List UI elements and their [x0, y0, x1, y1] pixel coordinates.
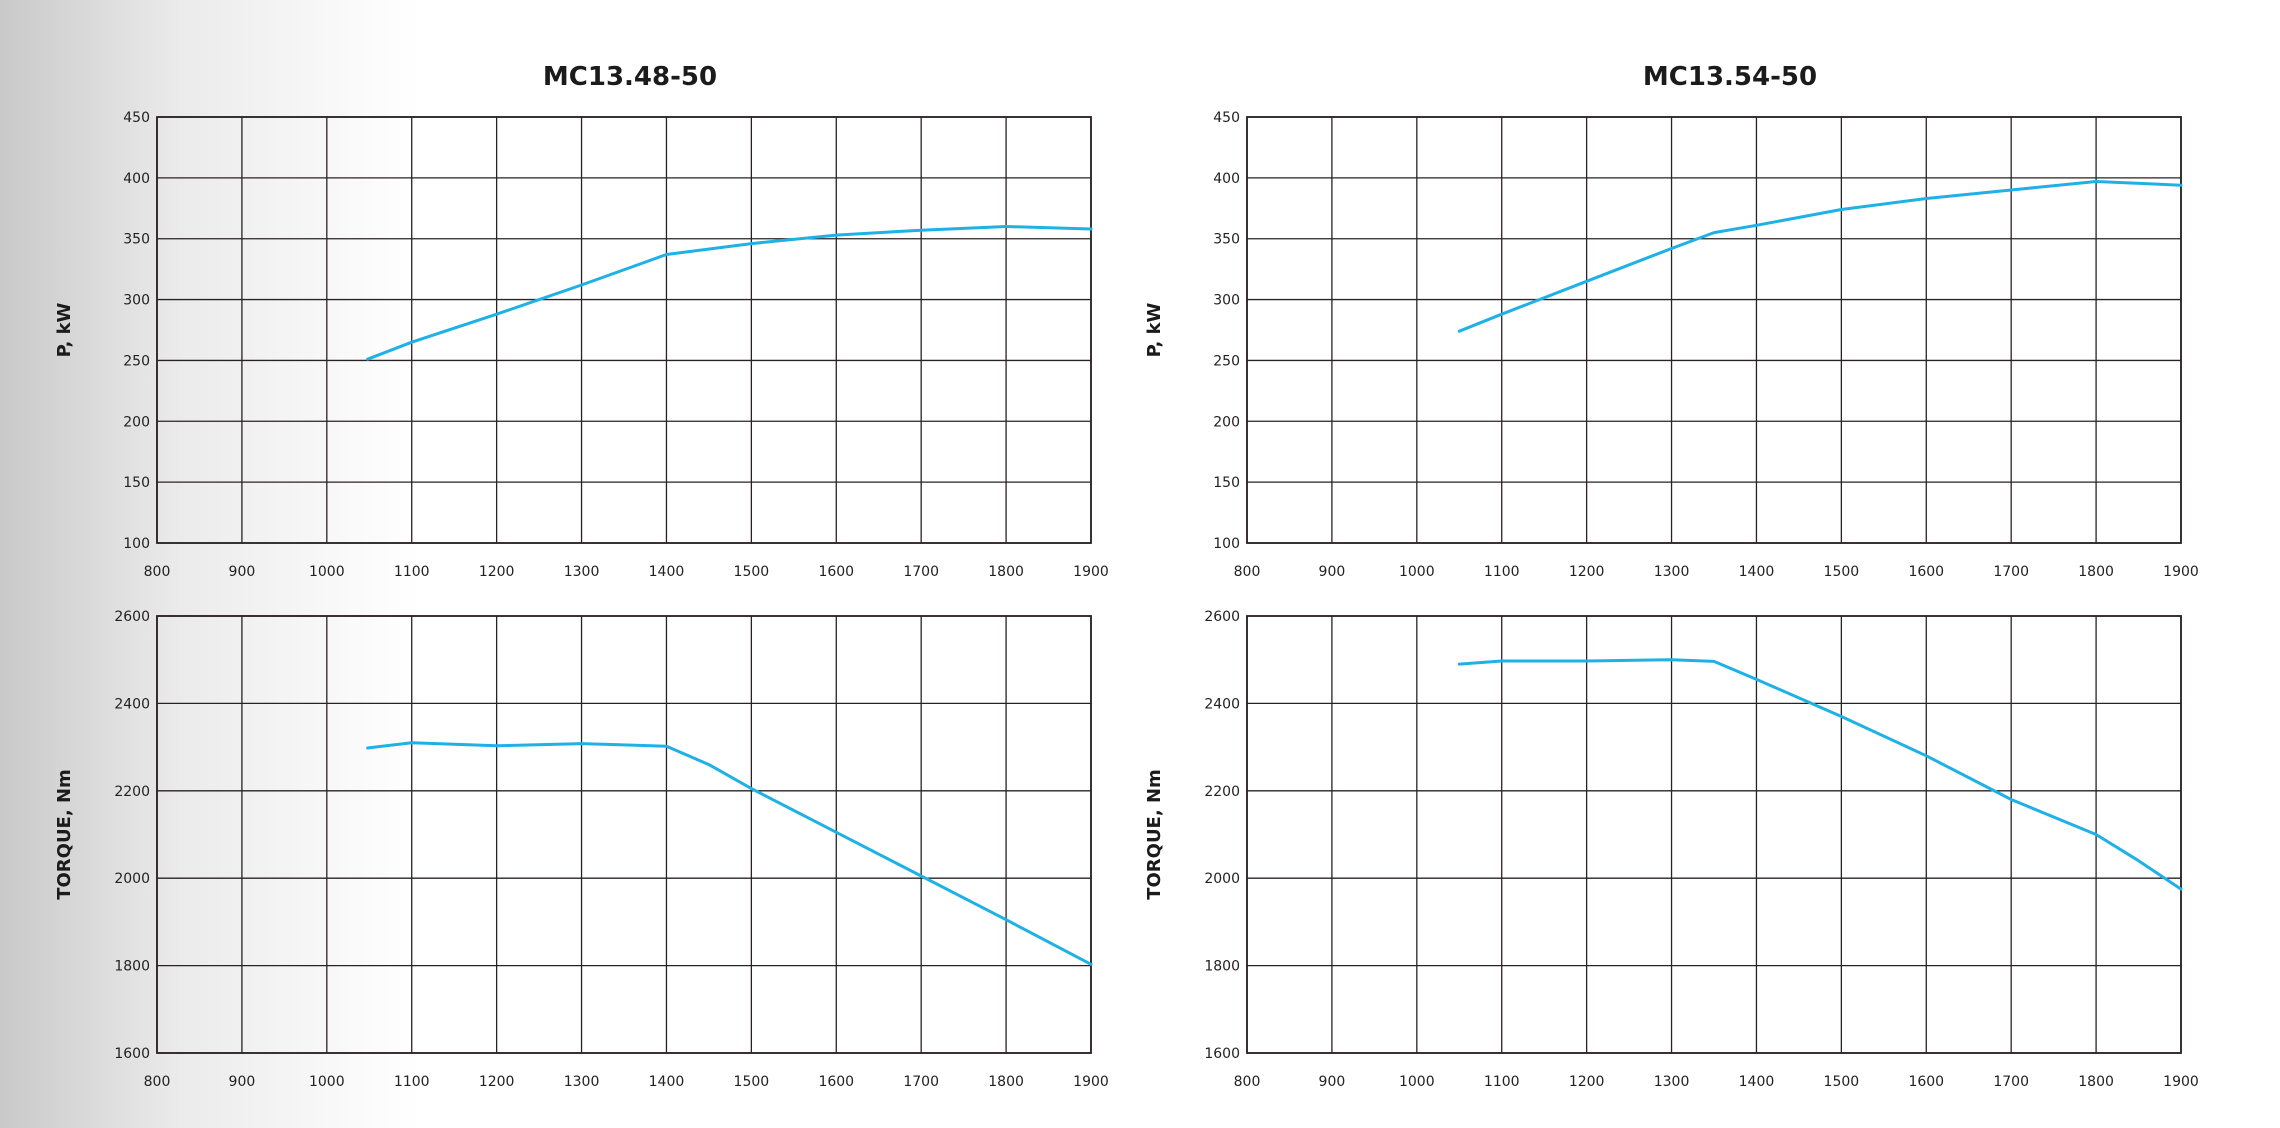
y-tick-label: 2400 — [114, 696, 150, 712]
x-tick-label: 800 — [144, 564, 171, 580]
x-tick-label: 1600 — [818, 564, 854, 580]
y-axis-label: TORQUE, Nm — [54, 769, 75, 900]
x-tick-label: 1400 — [1739, 564, 1775, 580]
x-tick-label: 900 — [229, 1074, 256, 1090]
x-tick-label: 1200 — [1569, 1074, 1605, 1090]
x-tick-label: 1700 — [903, 564, 939, 580]
y-tick-label: 2600 — [1204, 609, 1240, 625]
y-tick-label: 200 — [123, 414, 150, 430]
x-tick-label: 1600 — [818, 1074, 854, 1090]
plot-frame — [1246, 116, 2182, 544]
y-tick-label: 300 — [1213, 293, 1240, 309]
y-tick-label: 2000 — [114, 871, 150, 887]
x-tick-label: 1800 — [2078, 1074, 2114, 1090]
y-tick-label: 2600 — [114, 609, 150, 625]
plot-frame — [156, 116, 1092, 544]
y-tick-label: 2200 — [1204, 784, 1240, 800]
y-tick-label: 150 — [123, 475, 150, 491]
x-tick-label: 1100 — [394, 1074, 430, 1090]
x-tick-label: 1000 — [1399, 564, 1435, 580]
y-tick-label: 350 — [123, 232, 150, 248]
x-tick-label: 1700 — [1993, 1074, 2029, 1090]
x-tick-label: 1300 — [1654, 1074, 1690, 1090]
chart-title-mc13-48-50: MC13.48-50 — [542, 62, 718, 92]
y-tick-label: 1600 — [1204, 1046, 1240, 1062]
x-tick-label: 1000 — [309, 1074, 345, 1090]
series-line — [1457, 180, 2183, 333]
chart-2: 800 900 1000 1100 1200 1300 1400 1500 1600 1700 18… — [54, 609, 1109, 1090]
y-tick-label: 1600 — [114, 1046, 150, 1062]
y-tick-label: 1800 — [114, 959, 150, 975]
y-axis-label: TORQUE, Nm — [1144, 769, 1165, 900]
x-tick-label: 1900 — [1073, 1074, 1109, 1090]
y-axis-label: P, kW — [54, 302, 75, 357]
x-tick-label: 800 — [1234, 1074, 1261, 1090]
x-tick-label: 900 — [229, 564, 256, 580]
x-tick-label: 1200 — [479, 1074, 515, 1090]
y-tick-label: 150 — [1213, 475, 1240, 491]
x-tick-label: 1000 — [1399, 1074, 1435, 1090]
x-tick-label: 1000 — [309, 564, 345, 580]
x-tick-label: 1800 — [2078, 564, 2114, 580]
x-tick-label: 1400 — [1739, 1074, 1775, 1090]
x-tick-label: 1900 — [1073, 564, 1109, 580]
x-tick-label: 1300 — [564, 564, 600, 580]
chart-3: 800 900 1000 1100 1200 1300 1400 1500 1600 1700 18… — [1144, 110, 2199, 580]
x-tick-label: 1300 — [564, 1074, 600, 1090]
x-tick-label: 900 — [1319, 1074, 1346, 1090]
x-tick-label: 800 — [1234, 564, 1261, 580]
y-tick-label: 450 — [1213, 110, 1240, 126]
x-tick-label: 1100 — [1484, 564, 1520, 580]
chart-4: 800 900 1000 1100 1200 1300 1400 1500 1600 1700 18… — [1144, 609, 2199, 1090]
y-tick-label: 350 — [1213, 232, 1240, 248]
y-tick-label: 2400 — [1204, 696, 1240, 712]
x-tick-label: 1400 — [649, 1074, 685, 1090]
x-tick-label: 900 — [1319, 564, 1346, 580]
series-line — [366, 741, 1093, 966]
x-tick-label: 1700 — [903, 1074, 939, 1090]
x-tick-label: 1900 — [2163, 1074, 2199, 1090]
x-tick-label: 1500 — [734, 564, 770, 580]
chart-1: 800 900 1000 1100 1200 1300 1400 1500 1600 1700 18… — [54, 110, 1109, 580]
x-tick-label: 1600 — [1908, 564, 1944, 580]
chart-title-mc13-54-50: MC13.54-50 — [1642, 62, 1818, 92]
series-line — [366, 225, 1093, 361]
x-tick-label: 1800 — [988, 564, 1024, 580]
y-tick-label: 100 — [1213, 536, 1240, 552]
x-tick-label: 1400 — [649, 564, 685, 580]
x-tick-label: 1200 — [479, 564, 515, 580]
x-tick-label: 1100 — [394, 564, 430, 580]
y-tick-label: 250 — [123, 353, 150, 369]
x-tick-label: 1500 — [734, 1074, 770, 1090]
plot-frame — [1246, 615, 2182, 1054]
y-tick-label: 300 — [123, 293, 150, 309]
x-tick-label: 1700 — [1993, 564, 2029, 580]
y-tick-label: 1800 — [1204, 959, 1240, 975]
x-tick-label: 1300 — [1654, 564, 1690, 580]
x-tick-label: 1800 — [988, 1074, 1024, 1090]
y-tick-label: 100 — [123, 536, 150, 552]
series-line — [1457, 658, 2183, 891]
x-tick-label: 1100 — [1484, 1074, 1520, 1090]
x-tick-label: 1500 — [1824, 1074, 1860, 1090]
y-tick-label: 200 — [1213, 414, 1240, 430]
y-tick-label: 250 — [1213, 353, 1240, 369]
y-tick-label: 2200 — [114, 784, 150, 800]
x-tick-label: 1900 — [2163, 564, 2199, 580]
y-tick-label: 450 — [123, 110, 150, 126]
y-tick-label: 2000 — [1204, 871, 1240, 887]
y-axis-label: P, kW — [1144, 302, 1165, 357]
x-tick-label: 1600 — [1908, 1074, 1944, 1090]
y-tick-label: 400 — [1213, 171, 1240, 187]
x-tick-label: 1200 — [1569, 564, 1605, 580]
x-tick-label: 800 — [144, 1074, 171, 1090]
plot-frame — [156, 615, 1092, 1054]
y-tick-label: 400 — [123, 171, 150, 187]
x-tick-label: 1500 — [1824, 564, 1860, 580]
